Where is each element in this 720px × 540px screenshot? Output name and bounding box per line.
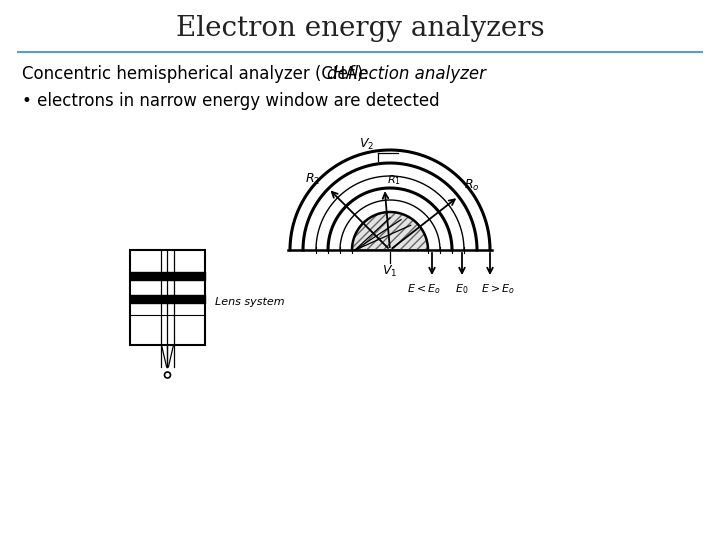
Bar (130, 250, 205, 345)
Text: $V_2$: $V_2$ (359, 137, 374, 152)
Text: Electron energy analyzers: Electron energy analyzers (176, 15, 544, 42)
Text: $V_1$: $V_1$ (382, 264, 397, 279)
Text: $R_2$: $R_2$ (305, 172, 320, 187)
Text: $R_o$: $R_o$ (464, 178, 480, 193)
Text: deflection analyzer: deflection analyzer (327, 65, 486, 83)
Polygon shape (352, 212, 428, 250)
Text: Lens system: Lens system (215, 297, 284, 307)
Text: $E<E_o$: $E<E_o$ (407, 282, 441, 296)
Text: $E>E_o$: $E>E_o$ (481, 282, 515, 296)
Text: Concentric hemispherical analyzer (CHA):: Concentric hemispherical analyzer (CHA): (22, 65, 374, 83)
Text: $R_1$: $R_1$ (387, 173, 400, 187)
Text: • electrons in narrow energy window are detected: • electrons in narrow energy window are … (22, 92, 440, 110)
Text: $E_0$: $E_0$ (455, 282, 469, 296)
